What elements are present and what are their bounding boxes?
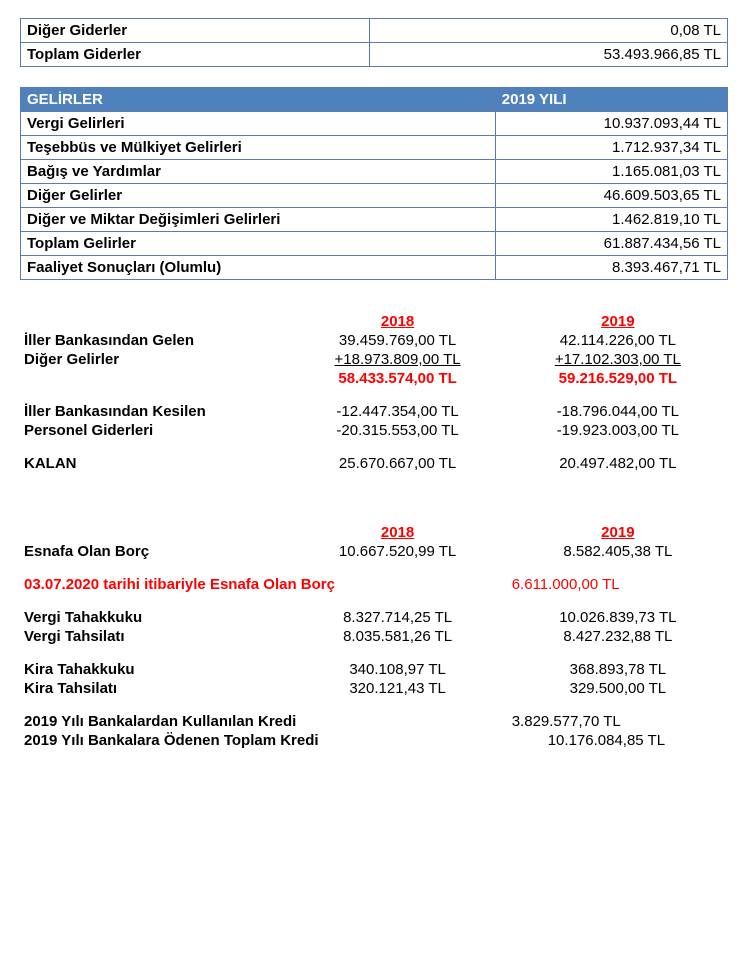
income-label: Vergi Gelirleri <box>21 112 496 136</box>
kredi-label: 2019 Yılı Bankalara Ödenen Toplam Kredi <box>20 731 508 750</box>
row-val-2018: 320.121,43 TL <box>287 679 507 698</box>
kredi-value: 3.829.577,70 TL <box>508 712 728 731</box>
table-row: Bağış ve Yardımlar1.165.081,03 TL <box>21 160 728 184</box>
kredi-label: 2019 Yılı Bankalardan Kullanılan Kredi <box>20 712 508 731</box>
row-val-2019: -19.923.003,00 TL <box>508 421 728 440</box>
row-total-2019: 59.216.529,00 TL <box>508 369 728 388</box>
table-row: Personel Giderleri -20.315.553,00 TL -19… <box>20 421 728 440</box>
row-total-2018: 58.433.574,00 TL <box>287 369 507 388</box>
row-val-2019: 10.026.839,73 TL <box>508 608 728 627</box>
row-label: Kira Tahsilatı <box>20 679 287 698</box>
table-row: Diğer Gelirler +18.973.809,00 TL +17.102… <box>20 350 728 369</box>
income-label: Diğer ve Miktar Değişimleri Gelirleri <box>21 208 496 232</box>
row-val-2019: 42.114.226,00 TL <box>508 331 728 350</box>
year-2019: 2019 <box>508 523 728 542</box>
income-header-right: 2019 YILI <box>495 88 727 112</box>
kredi-value: 10.176.084,85 TL <box>508 731 728 750</box>
kalan-label: KALAN <box>20 454 287 473</box>
table-row: Toplam Gelirler61.887.434,56 TL <box>21 232 728 256</box>
table-row: Diğer Giderler 0,08 TL <box>21 19 728 43</box>
expense-value: 0,08 TL <box>369 19 727 43</box>
table-row: Toplam Giderler 53.493.966,85 TL <box>21 43 728 67</box>
expenses-table: Diğer Giderler 0,08 TL Toplam Giderler 5… <box>20 18 728 67</box>
row-val-2018: 39.459.769,00 TL <box>287 331 507 350</box>
kredi-row: 2019 Yılı Bankalara Ödenen Toplam Kredi … <box>20 731 728 750</box>
table-row: 58.433.574,00 TL 59.216.529,00 TL <box>20 369 728 388</box>
row-label: Personel Giderleri <box>20 421 287 440</box>
row-val-2019: 8.427.232,88 TL <box>508 627 728 646</box>
row-val-2019: -18.796.044,00 TL <box>508 402 728 421</box>
income-label: Bağış ve Yardımlar <box>21 160 496 184</box>
kalan-row: KALAN 25.670.667,00 TL 20.497.482,00 TL <box>20 454 728 473</box>
row-val-2019: 8.582.405,38 TL <box>508 542 728 561</box>
table-row: Kira Tahsilatı 320.121,43 TL 329.500,00 … <box>20 679 728 698</box>
row-val-2018: -12.447.354,00 TL <box>287 402 507 421</box>
income-header-row: GELİRLER 2019 YILI <box>21 88 728 112</box>
table-row: İller Bankasından Gelen 39.459.769,00 TL… <box>20 331 728 350</box>
row-val-2019: 368.893,78 TL <box>508 660 728 679</box>
income-header-left: GELİRLER <box>21 88 496 112</box>
table-row: Kira Tahakkuku 340.108,97 TL 368.893,78 … <box>20 660 728 679</box>
income-label: Faaliyet Sonuçları (Olumlu) <box>21 256 496 280</box>
table-row: İller Bankasından Kesilen -12.447.354,00… <box>20 402 728 421</box>
income-value: 61.887.434,56 TL <box>495 232 727 256</box>
row-val-2018: 10.667.520,99 TL <box>287 542 507 561</box>
income-value: 1.712.937,34 TL <box>495 136 727 160</box>
note-row: 03.07.2020 tarihi itibariyle Esnafa Olan… <box>20 575 728 594</box>
income-value: 1.165.081,03 TL <box>495 160 727 184</box>
row-label: Diğer Gelirler <box>20 350 287 369</box>
table-row: Vergi Tahsilatı 8.035.581,26 TL 8.427.23… <box>20 627 728 646</box>
table-row: Vergi Gelirleri10.937.093,44 TL <box>21 112 728 136</box>
kredi-row: 2019 Yılı Bankalardan Kullanılan Kredi 3… <box>20 712 728 731</box>
year-2019: 2019 <box>508 312 728 331</box>
row-val-2019: 329.500,00 TL <box>508 679 728 698</box>
table-row: Diğer ve Miktar Değişimleri Gelirleri1.4… <box>21 208 728 232</box>
income-label: Diğer Gelirler <box>21 184 496 208</box>
income-value: 10.937.093,44 TL <box>495 112 727 136</box>
expense-value: 53.493.966,85 TL <box>369 43 727 67</box>
table-row: Vergi Tahakkuku 8.327.714,25 TL 10.026.8… <box>20 608 728 627</box>
row-label: Vergi Tahsilatı <box>20 627 287 646</box>
row-label: İller Bankasından Gelen <box>20 331 287 350</box>
row-label: İller Bankasından Kesilen <box>20 402 287 421</box>
kalan-2018: 25.670.667,00 TL <box>287 454 507 473</box>
income-label: Teşebbüs ve Mülkiyet Gelirleri <box>21 136 496 160</box>
row-val-2019: +17.102.303,00 TL <box>555 351 681 368</box>
income-value: 8.393.467,71 TL <box>495 256 727 280</box>
table-row: Faaliyet Sonuçları (Olumlu)8.393.467,71 … <box>21 256 728 280</box>
note-value: 6.611.000,00 TL <box>508 575 728 594</box>
row-val-2018: 8.035.581,26 TL <box>287 627 507 646</box>
expense-label: Toplam Giderler <box>21 43 370 67</box>
kalan-2019: 20.497.482,00 TL <box>508 454 728 473</box>
row-label: Esnafa Olan Borç <box>20 542 287 561</box>
row-val-2018: 340.108,97 TL <box>287 660 507 679</box>
expense-label: Diğer Giderler <box>21 19 370 43</box>
table-row: Esnafa Olan Borç 10.667.520,99 TL 8.582.… <box>20 542 728 561</box>
row-val-2018: 8.327.714,25 TL <box>287 608 507 627</box>
income-value: 46.609.503,65 TL <box>495 184 727 208</box>
note-label: 03.07.2020 tarihi itibariyle Esnafa Olan… <box>20 575 508 594</box>
row-val-2018: -20.315.553,00 TL <box>287 421 507 440</box>
year-header-row-2: 2018 2019 <box>20 523 728 542</box>
row-label: Kira Tahakkuku <box>20 660 287 679</box>
comparison-table-1: 2018 2019 İller Bankasından Gelen 39.459… <box>20 312 728 750</box>
row-label: Vergi Tahakkuku <box>20 608 287 627</box>
income-table: GELİRLER 2019 YILI Vergi Gelirleri10.937… <box>20 87 728 280</box>
row-val-2018: +18.973.809,00 TL <box>335 351 461 368</box>
year-header-row: 2018 2019 <box>20 312 728 331</box>
table-row: Diğer Gelirler46.609.503,65 TL <box>21 184 728 208</box>
income-value: 1.462.819,10 TL <box>495 208 727 232</box>
year-2018: 2018 <box>287 523 507 542</box>
income-label: Toplam Gelirler <box>21 232 496 256</box>
table-row: Teşebbüs ve Mülkiyet Gelirleri1.712.937,… <box>21 136 728 160</box>
year-2018: 2018 <box>287 312 507 331</box>
